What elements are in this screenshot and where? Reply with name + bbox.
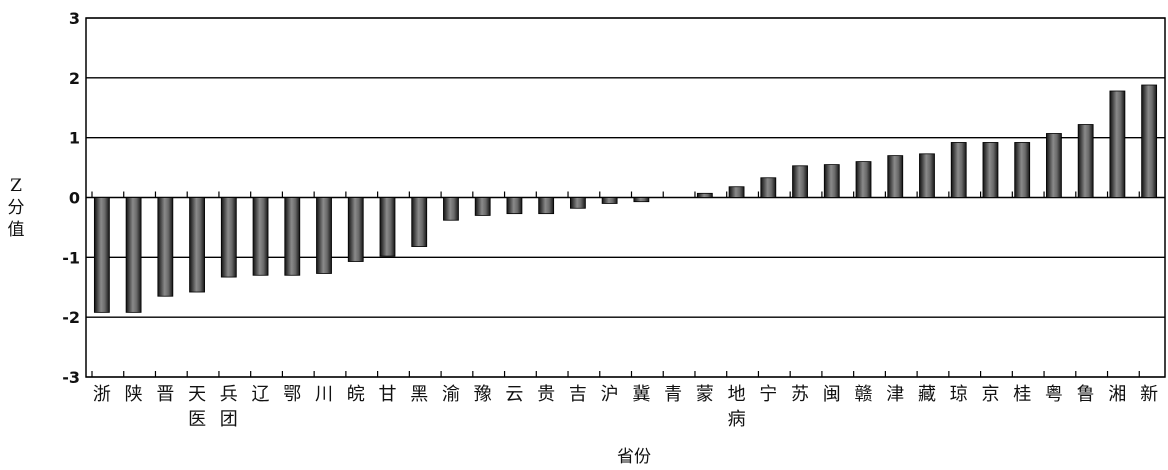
x-tick-label: 渝 (442, 384, 460, 405)
y-tick-label: -2 (62, 308, 80, 327)
x-tick-label: 地 (728, 384, 746, 405)
bar (728, 186, 745, 198)
x-tick-label: 皖 (347, 384, 365, 405)
bar (379, 197, 396, 257)
x-tick-label: 湘 (1108, 384, 1126, 405)
y-tick-label: 3 (69, 9, 80, 28)
bar (538, 197, 555, 215)
x-tick-label: 桂 (1013, 384, 1031, 405)
bar (855, 161, 872, 198)
x-tick-label: 冀 (632, 384, 650, 405)
x-tick-label: 浙 (93, 384, 111, 405)
bar (284, 197, 301, 276)
bar (157, 197, 174, 297)
bar (316, 197, 332, 274)
gridlines (86, 17, 1165, 378)
plot-border (85, 17, 1166, 378)
x-tick-label: 兵 (220, 384, 238, 405)
x-tick-label: 京 (981, 384, 999, 405)
y-tick-label: -3 (62, 368, 80, 387)
bar (950, 142, 967, 198)
bar (125, 197, 142, 313)
bar (1014, 142, 1031, 198)
x-tick-label: 天 (188, 384, 206, 405)
x-tick-label: 闽 (823, 384, 841, 405)
x-tick-label: 辽 (252, 384, 270, 405)
x-tick-label: 鲁 (1077, 384, 1095, 405)
x-tick-label: 云 (505, 384, 523, 405)
x-tick-label: 晋 (156, 384, 174, 405)
bar (601, 197, 618, 204)
x-tick-label: 新 (1140, 384, 1158, 405)
bar (506, 197, 523, 215)
x-tick-label: 吉 (569, 384, 587, 405)
bar (633, 197, 650, 203)
y-tick-labels: 3 2 1 0 -1 -2 -3 (62, 9, 80, 387)
x-tick-label: 鄂 (283, 384, 301, 405)
bar (982, 142, 999, 198)
bars (93, 84, 1158, 313)
bar (443, 197, 459, 221)
bar (474, 197, 491, 216)
x-tick-label: 贵 (537, 384, 555, 405)
x-tick-label: 津 (886, 384, 904, 405)
x-tick-label: 藏 (918, 384, 936, 405)
bar (919, 153, 935, 198)
bar (1141, 84, 1158, 198)
x-tick-label: 医 (188, 409, 206, 430)
y-tick-label: 2 (69, 69, 80, 88)
bar (887, 155, 904, 198)
x-tick-label: 苏 (791, 384, 809, 405)
x-tick-label: 黑 (410, 384, 428, 405)
y-tick-label: 1 (69, 129, 80, 148)
bar (347, 197, 364, 262)
bar (411, 197, 428, 247)
bar (93, 197, 110, 313)
bar (189, 197, 205, 293)
x-tick-labels: 浙陕晋天医兵团辽鄂川皖甘黑渝豫云贵吉沪冀青蒙地病宁苏闽赣津藏琼京桂粤鲁湘新 (93, 384, 1158, 430)
x-tick-label: 豫 (474, 384, 492, 405)
bar (760, 177, 777, 198)
y-tick-label: -1 (62, 248, 80, 267)
x-tick-label: 蒙 (696, 384, 714, 405)
x-tick-label: 琼 (950, 384, 968, 405)
x-tick-label: 陕 (125, 384, 143, 405)
x-tick-label: 团 (220, 409, 238, 430)
x-tick-label: 川 (315, 384, 333, 405)
x-tick-label: 粤 (1045, 384, 1063, 405)
bar (252, 197, 269, 276)
bar (220, 197, 237, 278)
x-tick-label: 青 (664, 384, 682, 405)
x-tick-label: 宁 (759, 384, 777, 405)
bar (1077, 124, 1094, 198)
bar (823, 164, 840, 198)
x-tick-label: 沪 (601, 384, 619, 405)
x-tick-label: 赣 (855, 384, 873, 405)
bar (792, 165, 808, 198)
bar (1046, 133, 1062, 198)
axes (85, 17, 1166, 378)
x-tick-label: 甘 (378, 384, 396, 405)
bar (1109, 90, 1126, 198)
y-tick-label: 0 (69, 189, 80, 208)
bar (696, 192, 713, 198)
bar (569, 197, 586, 209)
x-tick-label: 病 (728, 409, 746, 430)
x-axis-label: 省份 (617, 447, 651, 467)
